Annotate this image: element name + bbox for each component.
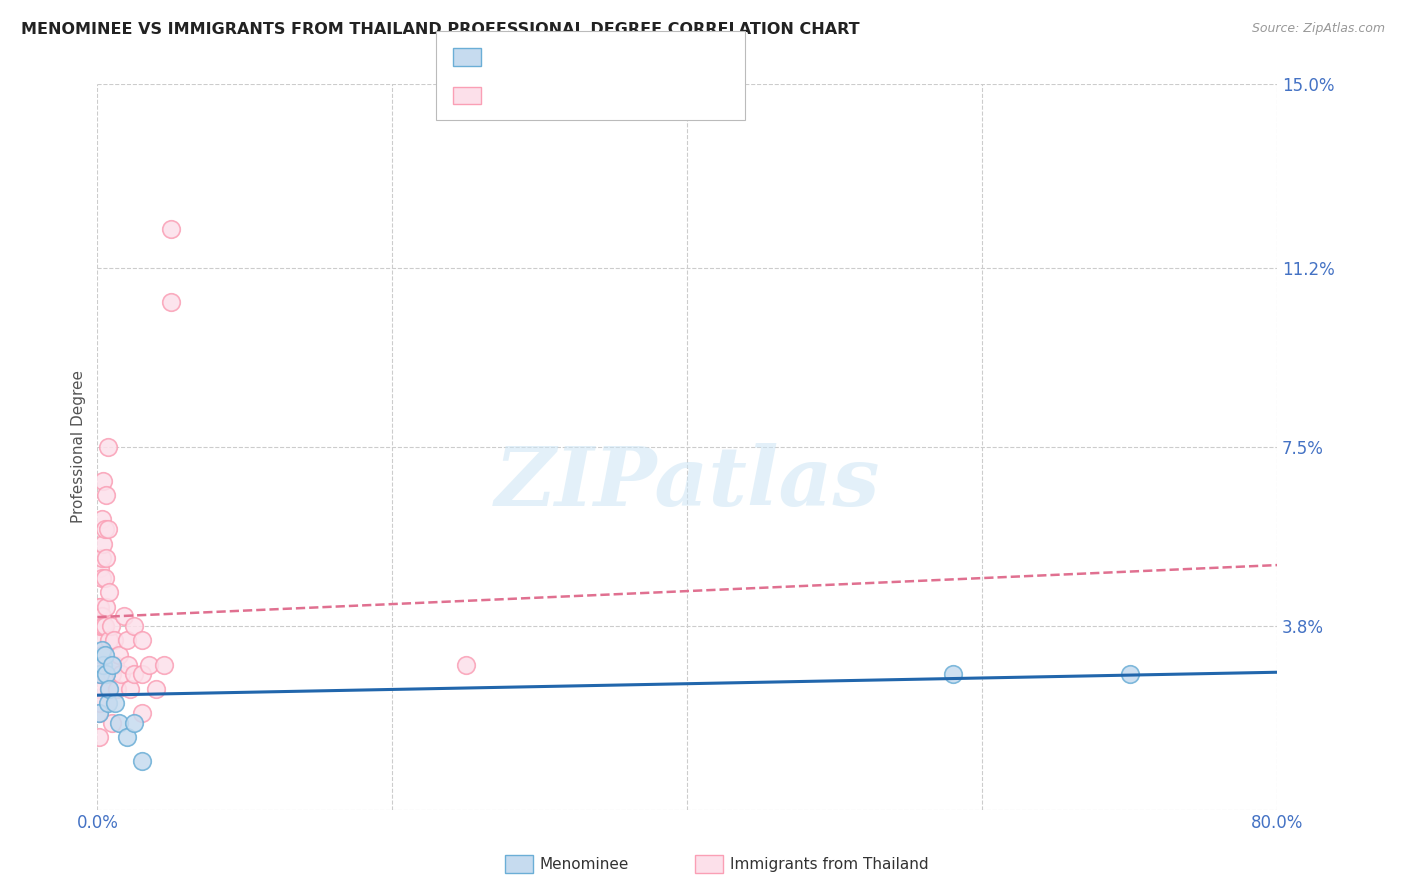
Point [152,657,174,672]
Point [105,681,128,696]
Point [90,551,112,566]
Point [91,536,114,550]
Point [131,633,153,648]
Text: Immigrants from Thailand: Immigrants from Thailand [730,857,928,871]
Point [122,619,145,633]
Point [91,474,114,488]
Point [90,570,112,584]
Point [122,667,145,681]
Point [138,657,160,672]
Point [112,609,135,624]
Point [89,667,111,681]
Point [98,681,121,696]
Point [89,667,111,681]
Point [96,488,118,502]
Point [101,667,124,681]
Point [160,295,183,310]
Point [91,657,114,672]
Point [93,667,115,681]
Point [103,633,125,648]
Point [122,715,145,730]
Point [90,609,112,624]
Point [117,657,139,672]
Point [115,730,138,744]
Point [101,657,124,672]
Text: R = 0.005   N = 54: R = 0.005 N = 54 [488,88,633,103]
Point [90,643,112,657]
Point [90,648,112,662]
Point [145,681,167,696]
Point [98,681,121,696]
Point [87,657,110,672]
Text: MENOMINEE VS IMMIGRANTS FROM THAILAND PROFESSIONAL DEGREE CORRELATION CHART: MENOMINEE VS IMMIGRANTS FROM THAILAND PR… [21,22,859,37]
Point [160,222,183,236]
Point [89,561,111,575]
Point [93,648,115,662]
Point [98,585,121,599]
Point [87,706,110,720]
Point [96,599,118,614]
Point [97,440,120,454]
Point [93,570,115,584]
Point [100,619,122,633]
Text: Menominee: Menominee [540,857,630,871]
Point [98,633,121,648]
Point [131,667,153,681]
Point [108,715,131,730]
Point [118,681,141,696]
Point [96,551,118,566]
Point [97,696,120,710]
Point [101,715,124,730]
Text: Source: ZipAtlas.com: Source: ZipAtlas.com [1251,22,1385,36]
Point [942,667,965,681]
Point [93,522,115,536]
Point [108,648,131,662]
Point [87,730,110,744]
Point [87,706,110,720]
Point [89,696,111,710]
Point [104,696,127,710]
Text: R = 0.035   N = 16: R = 0.035 N = 16 [488,50,633,64]
Point [131,754,153,768]
Point [97,522,120,536]
Y-axis label: Professional Degree: Professional Degree [72,370,86,524]
Point [90,512,112,526]
Point [131,706,153,720]
Point [454,657,477,672]
Point [115,633,138,648]
Point [89,619,111,633]
Point [87,599,110,614]
Point [89,599,111,614]
Point [91,619,114,633]
Text: ZIPatlas: ZIPatlas [495,443,880,524]
Point [104,657,127,672]
Point [87,681,110,696]
Point [1118,667,1140,681]
Point [96,667,118,681]
Point [87,633,110,648]
Point [110,667,132,681]
Point [93,619,115,633]
